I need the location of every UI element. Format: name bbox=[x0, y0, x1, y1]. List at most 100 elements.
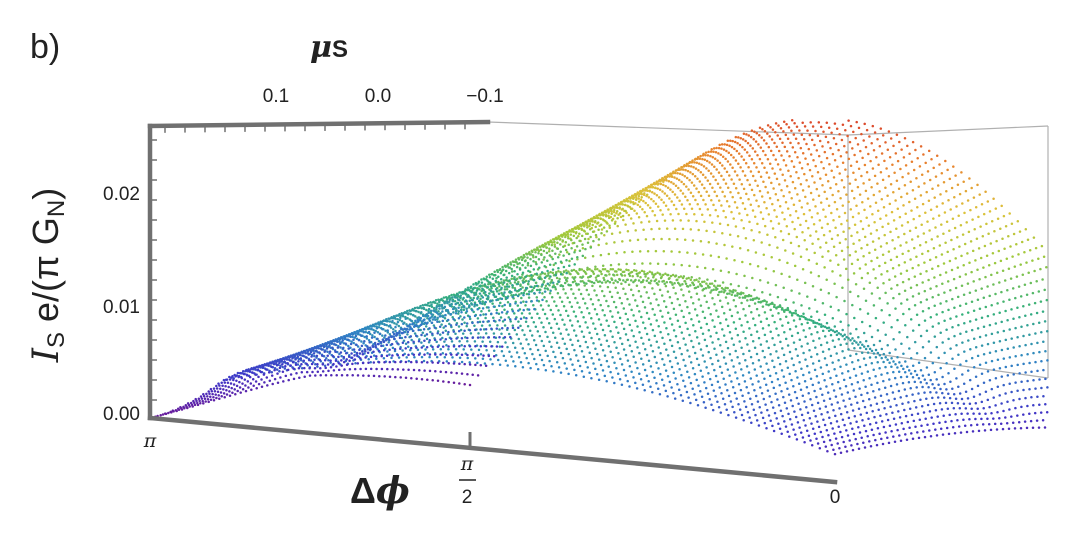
surface-point bbox=[506, 263, 510, 266]
surface-point bbox=[753, 193, 756, 197]
surface-point bbox=[879, 170, 883, 174]
surface-point bbox=[562, 287, 565, 291]
surface-point bbox=[817, 318, 821, 322]
surface-point bbox=[342, 360, 346, 364]
surface-point bbox=[941, 341, 944, 344]
surface-point bbox=[486, 294, 490, 298]
surface-point bbox=[523, 255, 526, 259]
surface-point bbox=[780, 432, 783, 436]
surface-point bbox=[949, 347, 952, 350]
surface-point bbox=[760, 392, 764, 395]
surface-point bbox=[275, 363, 279, 367]
surface-point bbox=[719, 153, 723, 157]
surface-point bbox=[683, 385, 687, 388]
surface-point bbox=[915, 177, 918, 180]
surface-point bbox=[442, 361, 445, 365]
surface-point bbox=[853, 223, 857, 226]
surface-point bbox=[1028, 412, 1031, 415]
surface-point bbox=[743, 296, 747, 299]
surface-point bbox=[567, 372, 570, 376]
surface-point bbox=[626, 200, 630, 203]
surface-point bbox=[363, 335, 366, 339]
surface-point bbox=[593, 307, 597, 311]
surface-point bbox=[319, 345, 323, 348]
surface-point bbox=[608, 273, 611, 276]
surface-point bbox=[709, 356, 712, 360]
surface-point bbox=[316, 345, 320, 348]
surface-point bbox=[963, 321, 966, 325]
surface-point bbox=[661, 273, 665, 277]
surface-point bbox=[816, 420, 819, 423]
surface-point bbox=[864, 299, 868, 303]
surface-point bbox=[937, 214, 941, 217]
surface-point bbox=[826, 222, 829, 226]
surface-point bbox=[624, 312, 628, 316]
surface-point bbox=[691, 239, 695, 242]
surface-point bbox=[636, 238, 640, 242]
surface-point bbox=[912, 168, 916, 172]
surface-point bbox=[679, 219, 682, 222]
surface-point bbox=[573, 348, 576, 352]
surface-point bbox=[817, 154, 821, 158]
surface-point bbox=[929, 287, 932, 290]
surface-point bbox=[664, 262, 668, 266]
surface-point bbox=[786, 306, 790, 310]
surface-point bbox=[951, 325, 954, 329]
surface-point bbox=[882, 206, 886, 209]
surface-point bbox=[829, 328, 833, 331]
surface-point bbox=[846, 245, 850, 249]
surface-point bbox=[842, 186, 846, 189]
surface-point bbox=[440, 297, 443, 301]
surface-point bbox=[557, 327, 561, 330]
surface-point bbox=[835, 420, 839, 423]
surface-point bbox=[428, 304, 431, 308]
surface-point bbox=[490, 312, 493, 315]
surface-point bbox=[588, 222, 592, 226]
surface-point bbox=[729, 191, 732, 194]
surface-point bbox=[759, 175, 763, 178]
surface-point bbox=[680, 331, 684, 334]
surface-point bbox=[858, 431, 862, 434]
surface-point bbox=[806, 202, 809, 205]
surface-point bbox=[829, 354, 833, 358]
surface-point bbox=[866, 370, 870, 373]
surface-point bbox=[438, 325, 442, 329]
surface-point bbox=[782, 375, 786, 378]
surface-point bbox=[691, 367, 695, 370]
surface-point bbox=[595, 293, 598, 297]
surface-point bbox=[977, 215, 980, 219]
surface-point bbox=[492, 319, 496, 322]
surface-point bbox=[550, 255, 553, 259]
surface-point bbox=[476, 321, 480, 324]
surface-point bbox=[925, 329, 929, 332]
surface-point bbox=[689, 171, 692, 174]
surface-point bbox=[788, 350, 792, 354]
surface-point bbox=[544, 284, 548, 287]
surface-point bbox=[397, 356, 401, 359]
surface-point bbox=[728, 330, 732, 334]
surface-point bbox=[1037, 290, 1041, 293]
surface-point bbox=[517, 280, 520, 284]
surface-point bbox=[514, 365, 517, 368]
surface-point bbox=[961, 373, 964, 376]
surface-point bbox=[956, 295, 960, 299]
surface-point bbox=[367, 330, 371, 334]
surface-point bbox=[751, 276, 754, 280]
surface-point bbox=[781, 173, 784, 177]
surface-point bbox=[239, 391, 242, 394]
surface-point bbox=[735, 272, 738, 276]
surface-point bbox=[580, 234, 584, 238]
surface-point bbox=[791, 404, 794, 408]
surface-point bbox=[209, 387, 213, 391]
surface-point bbox=[395, 333, 399, 336]
surface-point bbox=[978, 363, 982, 366]
surface-point bbox=[743, 148, 747, 151]
surface-point bbox=[917, 392, 920, 395]
surface-point bbox=[898, 361, 901, 364]
surface-point bbox=[235, 384, 239, 388]
surface-point bbox=[631, 275, 634, 278]
surface-point bbox=[807, 185, 811, 188]
surface-point bbox=[892, 435, 895, 438]
surface-point bbox=[794, 347, 798, 351]
surface-point bbox=[299, 359, 303, 362]
